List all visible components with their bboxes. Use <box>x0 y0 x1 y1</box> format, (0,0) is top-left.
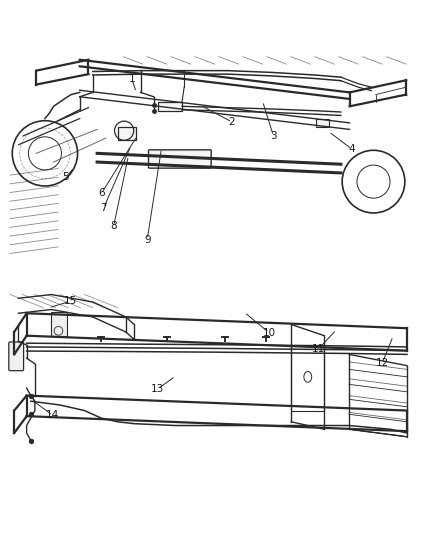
Ellipse shape <box>304 372 312 382</box>
FancyBboxPatch shape <box>118 127 136 140</box>
FancyBboxPatch shape <box>51 312 67 336</box>
FancyBboxPatch shape <box>316 119 328 127</box>
Text: 2: 2 <box>229 117 235 127</box>
Text: 4: 4 <box>349 144 355 154</box>
Text: 11: 11 <box>311 344 325 354</box>
Text: 6: 6 <box>98 188 105 198</box>
Text: 10: 10 <box>262 328 276 337</box>
FancyBboxPatch shape <box>9 342 24 370</box>
Text: 5: 5 <box>63 172 69 182</box>
Text: 1: 1 <box>129 75 135 84</box>
Text: 9: 9 <box>144 235 151 245</box>
Text: 8: 8 <box>110 221 117 231</box>
Text: 15: 15 <box>64 296 77 306</box>
Text: 7: 7 <box>100 203 107 213</box>
FancyBboxPatch shape <box>148 150 211 168</box>
Text: 3: 3 <box>270 131 277 141</box>
Text: 13: 13 <box>151 384 164 394</box>
Text: 14: 14 <box>46 410 60 421</box>
Ellipse shape <box>304 370 312 383</box>
Text: 12: 12 <box>375 358 389 368</box>
FancyBboxPatch shape <box>158 102 182 111</box>
FancyBboxPatch shape <box>291 345 324 410</box>
